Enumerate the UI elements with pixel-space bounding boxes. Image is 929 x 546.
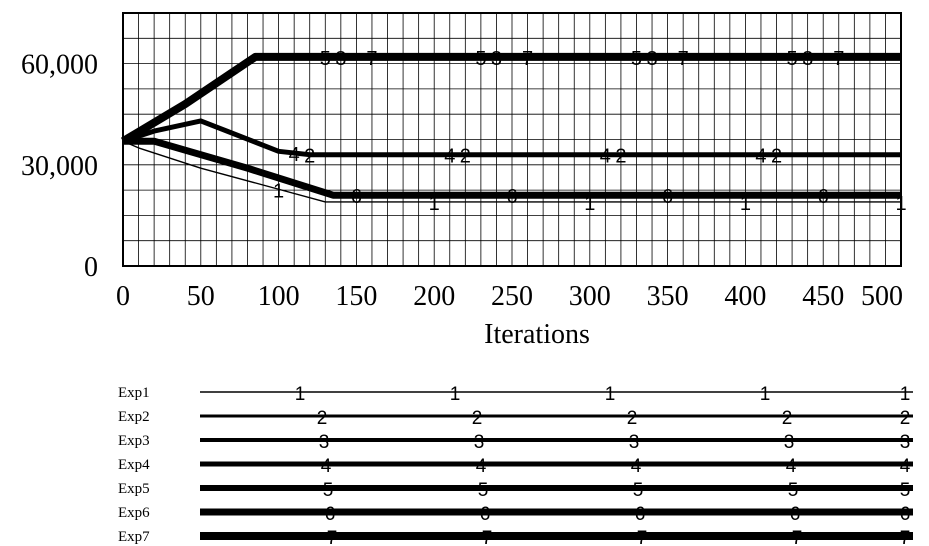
legend-label-exp6: Exp6 [118,505,150,521]
legend-marker-exp2: 2 [782,408,793,429]
legend-marker-exp7: 7 [482,528,493,546]
series-marker-exp4: 4 [444,146,455,168]
x-tick-label: 450 [802,281,844,312]
legend-marker-exp3: 3 [629,432,640,453]
y-tick-label: 0 [84,252,98,283]
legend-label-exp3: Exp3 [118,433,150,449]
legend-label-exp1: Exp1 [118,385,150,401]
legend-marker-exp6: 6 [635,504,646,525]
legend-marker-exp7: 7 [637,528,648,546]
series-line-exp6 [123,137,901,199]
legend-marker-exp2: 2 [317,408,328,429]
legend-marker-exp5: 5 [633,480,644,501]
legend-marker-exp4: 4 [900,456,911,477]
x-tick-label: 500 [861,281,903,312]
series-marker-exp7: 7 [678,48,689,70]
series-line-exp4 [122,118,901,158]
legend-marker-exp1: 1 [900,384,911,405]
legend-label-exp7: Exp7 [118,529,150,545]
x-tick-label: 50 [187,281,215,312]
x-tick-label: 400 [724,281,766,312]
legend-marker-exp6: 6 [790,504,801,525]
series-marker-exp1: 1 [895,193,906,215]
series-marker-exp6: 6 [818,186,829,208]
series-marker-exp4: 4 [289,144,300,166]
legend-marker-exp3: 3 [900,432,911,453]
series-marker-exp6: 6 [662,186,673,208]
legend-marker-exp1: 1 [450,384,461,405]
y-axis-ticks: 0 30,000 60,000 [21,50,98,283]
legend-marker-exp3: 3 [474,432,485,453]
legend-marker-exp6: 6 [325,504,336,525]
series-marker-exp4: 4 [755,146,766,168]
x-tick-label: 150 [335,281,377,312]
legend-marker-exp6: 6 [480,504,491,525]
x-tick-label: 0 [116,281,130,312]
y-tick-label: 30,000 [21,151,98,182]
series-marker-exp1: 1 [273,180,284,202]
legend-marker-exp3: 3 [784,432,795,453]
series-marker-exp6: 6 [351,186,362,208]
series-marker-exp6: 6 [506,186,517,208]
legend: Exp1 1 1 1 1 1 Exp2 2 2 2 2 2 Exp3 3 3 3 3 3 Exp4 4 4 4 4 4 Exp5… [118,384,913,546]
series-line-exp7 [120,52,901,145]
legend-marker-exp1: 1 [605,384,616,405]
legend-marker-exp2: 2 [900,408,911,429]
legend-marker-exp5: 5 [900,480,911,501]
x-tick-label: 350 [647,281,689,312]
legend-marker-exp4: 4 [786,456,797,477]
legend-label-exp5: Exp5 [118,481,150,497]
x-axis-ticks: 0 50 100 150 200 250 300 350 400 450 500 [116,281,903,312]
series-marker-exp1: 1 [429,193,440,215]
legend-marker-exp2: 2 [472,408,483,429]
legend-marker-exp7: 7 [327,528,338,546]
series-marker-exp7: 7 [522,48,533,70]
legend-marker-exp4: 4 [476,456,487,477]
legend-marker-exp2: 2 [627,408,638,429]
x-tick-label: 250 [491,281,533,312]
legend-label-exp2: Exp2 [118,409,150,425]
legend-label-exp4: Exp4 [118,457,150,473]
x-axis-title: Iterations [484,319,590,350]
legend-marker-exp7: 7 [900,528,911,546]
series-marker-exp7: 7 [833,48,844,70]
legend-marker-exp4: 4 [631,456,642,477]
x-tick-label: 300 [569,281,611,312]
legend-marker-exp5: 5 [323,480,334,501]
legend-marker-exp1: 1 [295,384,306,405]
series-line-exp1 [122,140,901,203]
series-marker-exp7: 7 [366,48,377,70]
x-tick-label: 200 [413,281,455,312]
legend-marker-exp5: 5 [478,480,489,501]
legend-marker-exp7: 7 [792,528,803,546]
y-tick-label: 60,000 [21,50,98,81]
series-marker-exp1: 1 [584,193,595,215]
series-marker-exp1: 1 [740,193,751,215]
legend-marker-exp3: 3 [319,432,330,453]
legend-marker-exp1: 1 [760,384,771,405]
legend-marker-exp4: 4 [321,456,332,477]
series-layer: 11 1 1 12 2 2 23 3 3 34 4 4 45 5 5 56 6 6 67 7 7 7 [120,48,907,215]
series-marker-exp4: 4 [600,146,611,168]
x-tick-label: 100 [258,281,300,312]
legend-marker-exp5: 5 [788,480,799,501]
legend-marker-exp6: 6 [900,504,911,525]
